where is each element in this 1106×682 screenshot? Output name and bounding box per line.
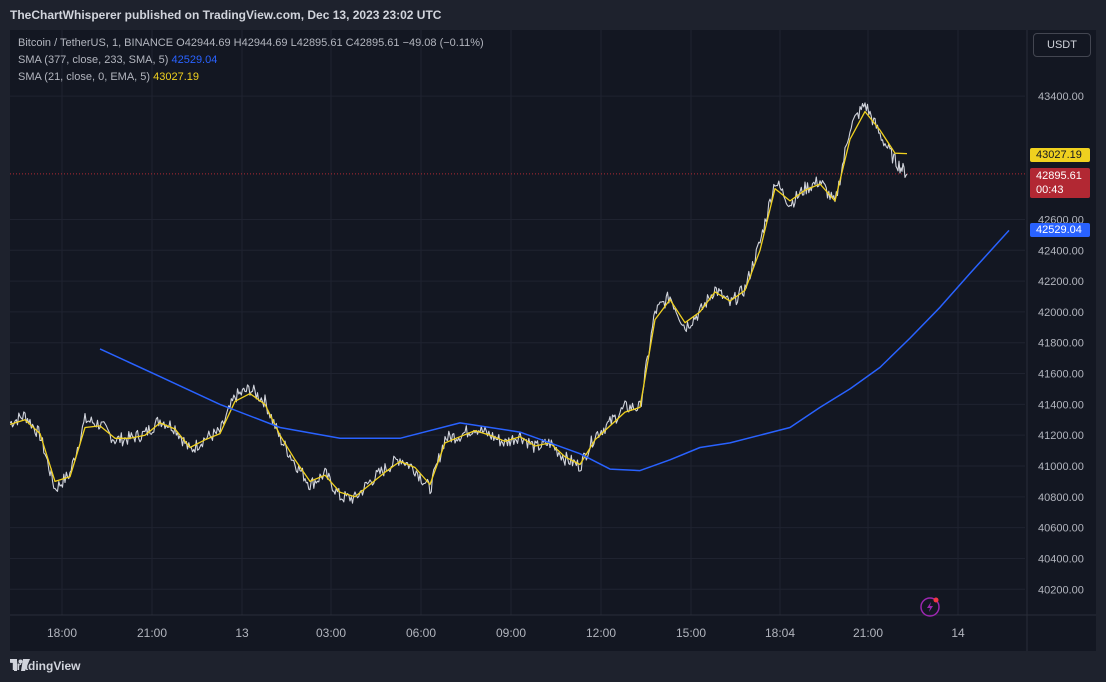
y-tick-label: 41600.00 bbox=[1038, 369, 1084, 381]
ema-value: 43027.19 bbox=[153, 71, 200, 83]
time-axis[interactable]: 18:00 21:00 13 03:00 06:00 09:00 12:00 15:00 18:… bbox=[47, 626, 965, 640]
publisher-line: TheChartWhisperer published on TradingVi… bbox=[10, 8, 442, 22]
x-tick-label: 12:00 bbox=[586, 626, 616, 640]
y-tick-label: 41000.00 bbox=[1038, 461, 1084, 473]
last-price-tag: 42895.61 00:43 bbox=[1030, 168, 1090, 198]
price-axis[interactable]: 40200.00 40400.00 40600.00 40800.00 41000.00… bbox=[1038, 91, 1084, 596]
y-tick-label: 41200.00 bbox=[1038, 430, 1084, 442]
y-tick-label: 40600.00 bbox=[1038, 523, 1084, 535]
x-tick-label: 18:04 bbox=[765, 626, 795, 640]
y-tick-label: 41400.00 bbox=[1038, 399, 1084, 411]
x-tick-label: 06:00 bbox=[406, 626, 436, 640]
series-lines bbox=[10, 102, 1025, 504]
x-tick-label: 15:00 bbox=[676, 626, 706, 640]
alert-icon[interactable] bbox=[920, 597, 940, 617]
y-tick-label: 42000.00 bbox=[1038, 307, 1084, 319]
price-chart[interactable]: 40200.00 40400.00 40600.00 40800.00 41000.00… bbox=[10, 30, 1096, 651]
symbol-name: Bitcoin / TetherUS, 1, BINANCE bbox=[18, 37, 174, 49]
grid bbox=[10, 30, 1096, 651]
x-tick-label: 18:00 bbox=[47, 626, 77, 640]
y-tick-label: 40800.00 bbox=[1038, 492, 1084, 504]
series-line-ema bbox=[10, 110, 908, 498]
legend-ema-row[interactable]: SMA (21, close, 0, EMA, 5) 43027.19 bbox=[18, 69, 484, 86]
sma-price-tag: 42529.04 bbox=[1030, 223, 1090, 237]
tradingview-icon bbox=[10, 659, 30, 671]
legend-sma-row[interactable]: SMA (377, close, 233, SMA, 5) 42529.04 bbox=[18, 52, 484, 69]
x-tick-label: 03:00 bbox=[316, 626, 346, 640]
ema-label: SMA (21, close, 0, EMA, 5) bbox=[18, 71, 151, 83]
x-tick-label: 09:00 bbox=[496, 626, 526, 640]
ema-price-tag: 43027.19 bbox=[1030, 148, 1090, 162]
tradingview-logo[interactable]: TradingView bbox=[10, 659, 80, 673]
chart-legend: Bitcoin / TetherUS, 1, BINANCE O42944.69… bbox=[18, 35, 484, 86]
publisher-bar: TheChartWhisperer published on TradingVi… bbox=[0, 0, 1106, 30]
legend-symbol-row: Bitcoin / TetherUS, 1, BINANCE O42944.69… bbox=[18, 35, 484, 52]
ohlc-values: O42944.69 H42944.69 L42895.61 C42895.61 … bbox=[176, 37, 484, 49]
sma-value: 42529.04 bbox=[171, 54, 218, 66]
y-tick-label: 40400.00 bbox=[1038, 553, 1084, 565]
x-tick-label: 21:00 bbox=[137, 626, 167, 640]
footer: TradingView bbox=[0, 651, 1106, 682]
y-tick-label: 42200.00 bbox=[1038, 276, 1084, 288]
currency-button[interactable]: USDT bbox=[1033, 33, 1091, 57]
x-tick-label: 21:00 bbox=[853, 626, 883, 640]
x-tick-label: 14 bbox=[951, 626, 965, 640]
sma-label: SMA (377, close, 233, SMA, 5) bbox=[18, 54, 169, 66]
series-line-price bbox=[10, 102, 908, 504]
y-tick-label: 40200.00 bbox=[1038, 584, 1084, 596]
x-tick-label: 13 bbox=[235, 626, 249, 640]
y-tick-label: 42400.00 bbox=[1038, 245, 1084, 257]
y-tick-label: 41800.00 bbox=[1038, 338, 1084, 350]
chart-panel[interactable]: 40200.00 40400.00 40600.00 40800.00 41000.00… bbox=[10, 30, 1096, 651]
series-line-sma bbox=[99, 229, 1010, 472]
y-tick-label: 43400.00 bbox=[1038, 91, 1084, 103]
